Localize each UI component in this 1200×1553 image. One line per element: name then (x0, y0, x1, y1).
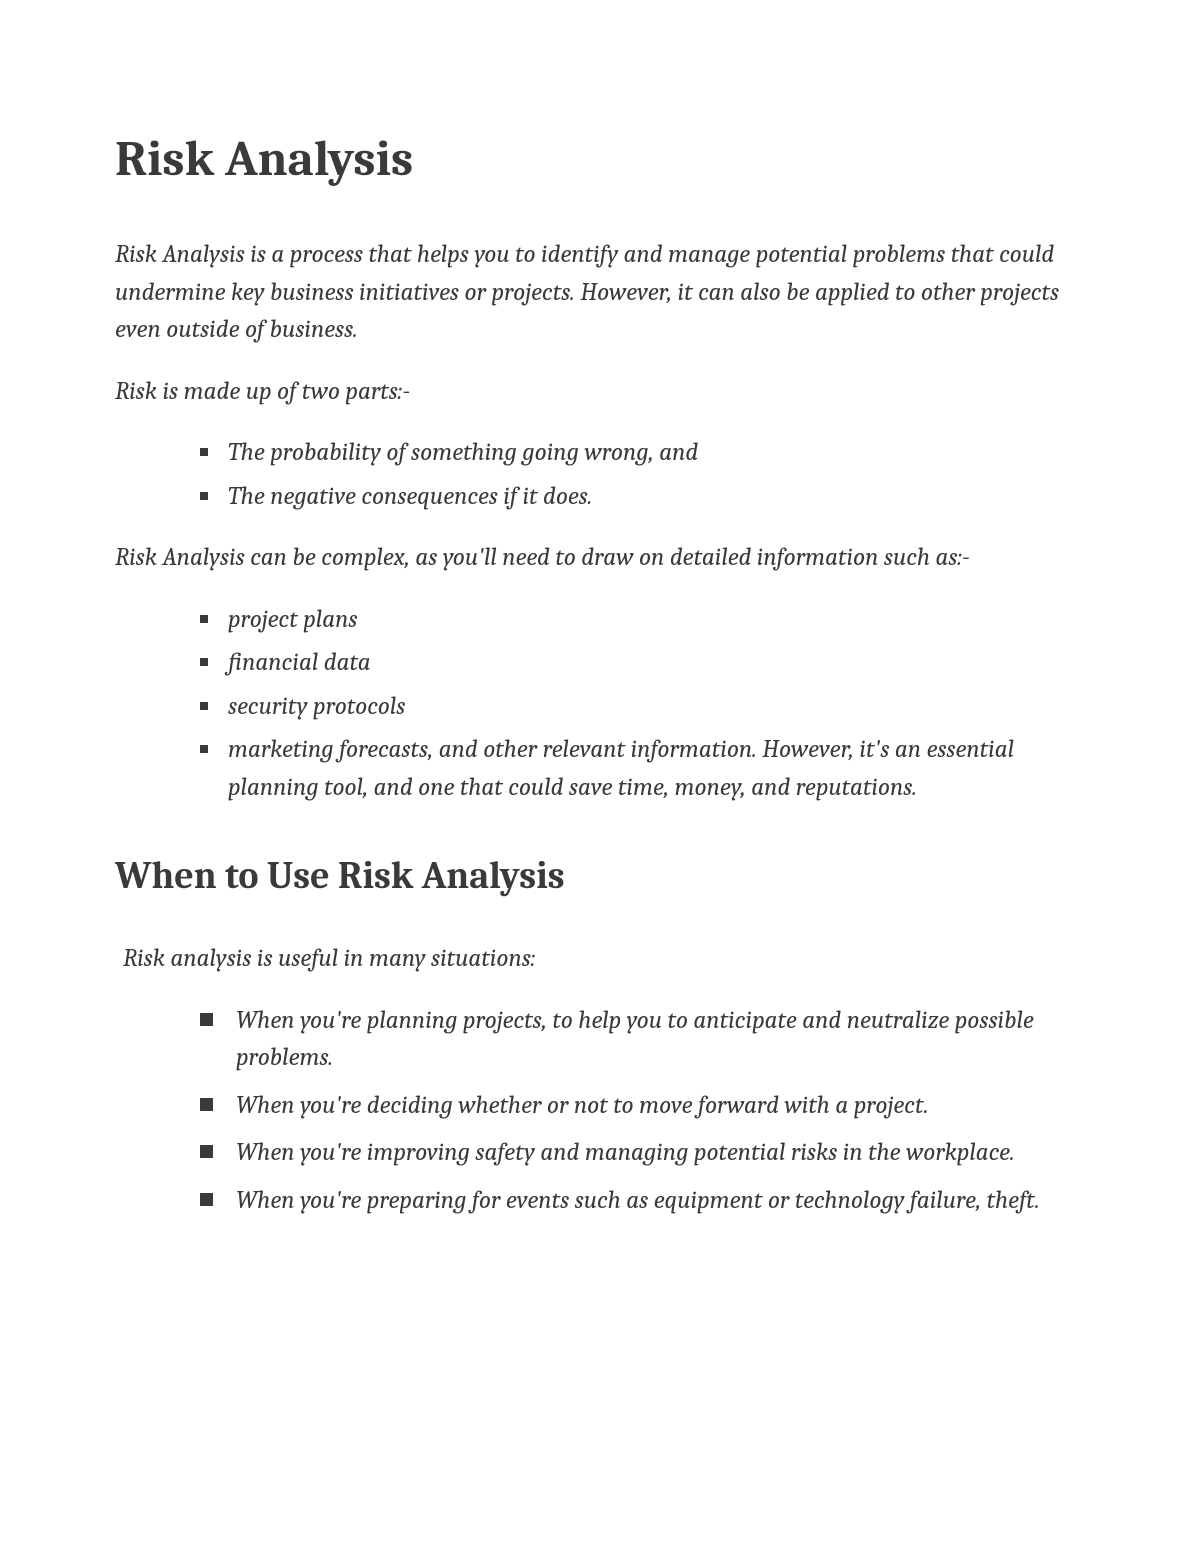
situations-list: When you're planning projects, to help y… (115, 1002, 1085, 1220)
list-item: The negative consequences if it does. (200, 478, 1085, 516)
list-item: When you're preparing for events such as… (200, 1182, 1085, 1220)
risk-parts-intro: Risk is made up of two parts:- (115, 373, 1085, 411)
info-sources-list: project plans financial data security pr… (115, 601, 1085, 807)
list-item: marketing forecasts, and other relevant … (200, 731, 1085, 806)
page-title: Risk Analysis (115, 130, 1085, 188)
risk-parts-list: The probability of something going wrong… (115, 434, 1085, 515)
section-intro: Risk analysis is useful in many situatio… (115, 940, 1085, 978)
list-item: financial data (200, 644, 1085, 682)
list-item: When you're deciding whether or not to m… (200, 1087, 1085, 1125)
list-item: When you're planning projects, to help y… (200, 1002, 1085, 1077)
list-item: security protocols (200, 688, 1085, 726)
list-item: The probability of something going wrong… (200, 434, 1085, 472)
intro-paragraph: Risk Analysis is a process that helps yo… (115, 236, 1085, 349)
list-item: When you're improving safety and managin… (200, 1134, 1085, 1172)
complexity-intro: Risk Analysis can be complex, as you'll … (115, 539, 1085, 577)
list-item: project plans (200, 601, 1085, 639)
section-title: When to Use Risk Analysis (115, 854, 1085, 898)
